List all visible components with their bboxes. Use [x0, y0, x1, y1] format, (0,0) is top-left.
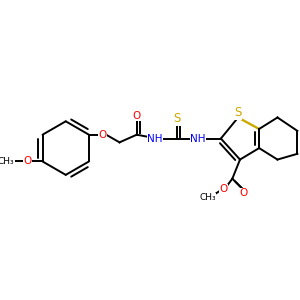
Text: O: O — [240, 188, 248, 198]
Text: S: S — [173, 112, 181, 125]
Text: CH₃: CH₃ — [0, 157, 14, 166]
Text: O: O — [23, 157, 32, 166]
Text: O: O — [133, 111, 141, 121]
Text: CH₃: CH₃ — [199, 193, 216, 202]
Text: O: O — [220, 184, 228, 194]
Text: S: S — [234, 106, 242, 119]
Text: NH: NH — [190, 134, 206, 143]
Text: O: O — [98, 130, 106, 140]
Text: NH: NH — [147, 134, 163, 143]
